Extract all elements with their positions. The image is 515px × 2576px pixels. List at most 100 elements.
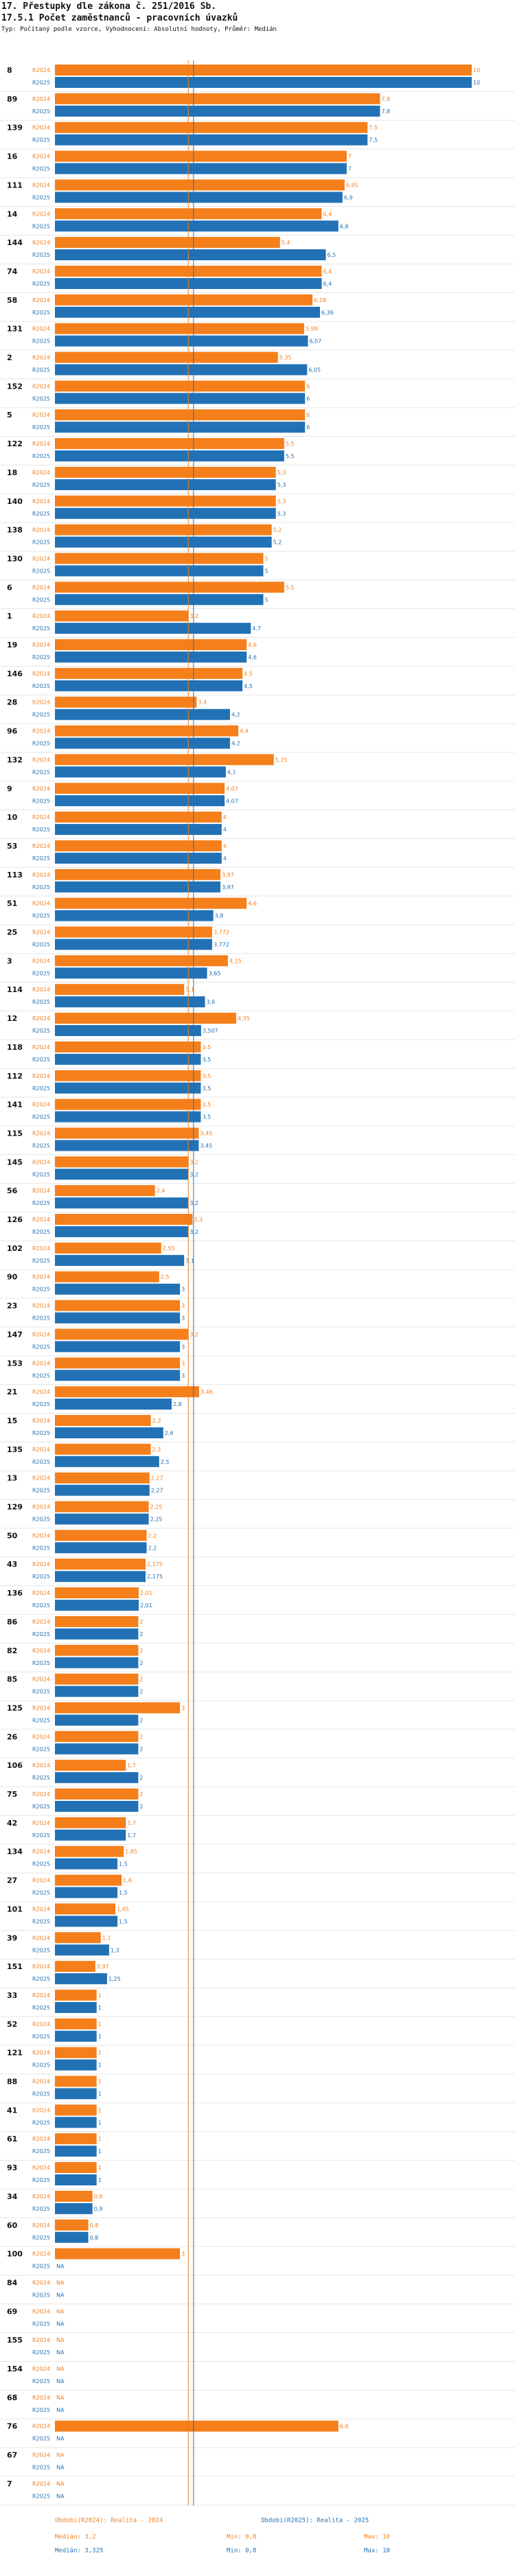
value-label-2025: 1 — [98, 2119, 102, 2126]
bar-2024 — [55, 1127, 199, 1139]
bar-2024 — [55, 150, 347, 162]
value-label-2025: 1 — [98, 2091, 102, 2097]
series-tag-2024: R2024 — [32, 211, 50, 217]
series-tag-2024: R2024 — [32, 1677, 50, 1683]
value-label-2025: 5,5 — [286, 453, 295, 459]
series-tag-2025: R2025 — [32, 540, 50, 546]
value-label-2024: 1 — [98, 2136, 102, 2142]
value-label-2024: 1 — [98, 2079, 102, 2085]
category-label: 19 — [7, 641, 17, 649]
series-tag-2025: R2025 — [32, 2062, 50, 2069]
series-tag-2025: R2025 — [32, 1631, 50, 1637]
value-label-2025: NA — [56, 2292, 65, 2298]
series-tag-2025: R2025 — [32, 1315, 50, 1322]
value-label-2024: 2,3 — [152, 1447, 161, 1453]
bar-2025 — [55, 2059, 97, 2071]
category-label: 125 — [7, 1703, 23, 1712]
legend-2024-median: Medián: 3,2 — [55, 2533, 96, 2540]
value-label-2024: 4,15 — [229, 958, 242, 964]
bar-2024 — [55, 524, 272, 536]
category-label: 106 — [7, 1761, 23, 1770]
series-tag-2024: R2024 — [32, 2251, 50, 2257]
series-tag-2025: R2025 — [32, 2378, 50, 2384]
series-tag-2025: R2025 — [32, 2493, 50, 2499]
value-label-2024: 10 — [473, 67, 480, 73]
value-label-2024: 5,5 — [286, 584, 295, 590]
value-label-2025: 6,36 — [321, 310, 334, 316]
category-label: 135 — [7, 1445, 23, 1454]
category-label: 151 — [7, 1962, 23, 1971]
value-label-2025: 1 — [98, 2177, 102, 2183]
category-label: 141 — [7, 1101, 23, 1109]
bar-2025 — [55, 1341, 181, 1353]
value-label-2025: 3,6 — [207, 999, 216, 1005]
category-label: 140 — [7, 497, 23, 506]
series-tag-2024: R2024 — [32, 1245, 50, 1252]
series-tag-2025: R2025 — [32, 769, 50, 775]
bar-2024 — [55, 1300, 181, 1311]
bar-2024 — [55, 1501, 149, 1513]
value-label-2025: 1,7 — [127, 1832, 136, 1839]
bar-2025 — [55, 824, 222, 836]
category-label: 43 — [7, 1560, 17, 1569]
value-label-2025: 1,25 — [108, 1976, 121, 1982]
bar-2025 — [55, 709, 230, 720]
bar-2024 — [55, 1185, 155, 1197]
bar-2024 — [55, 237, 280, 249]
bar-2024 — [55, 1789, 139, 1799]
category-label: 34 — [7, 2192, 18, 2201]
value-label-2024: 3 — [181, 1705, 185, 1711]
category-label: 74 — [7, 267, 18, 276]
value-label-2025: 1,5 — [119, 1890, 128, 1896]
value-label-2025: 4,2 — [231, 741, 240, 747]
value-label-2024: 2,55 — [163, 1245, 175, 1252]
bar-2024 — [55, 1472, 150, 1484]
series-tag-2025: R2025 — [32, 712, 50, 718]
bar-2025 — [55, 1283, 181, 1295]
bar-2024 — [55, 812, 222, 823]
series-tag-2025: R2025 — [32, 625, 50, 632]
bar-2025 — [55, 852, 222, 864]
category-label: 67 — [7, 2451, 17, 2460]
bar-2025 — [55, 1657, 139, 1668]
series-tag-2025: R2025 — [32, 1574, 50, 1580]
value-label-2025: 3,5 — [202, 1114, 211, 1120]
bar-2025 — [55, 1399, 172, 1410]
series-tag-2024: R2024 — [32, 96, 50, 102]
series-tag-2024: R2024 — [32, 1303, 50, 1309]
series-tag-2025: R2025 — [32, 137, 50, 143]
bar-2024 — [55, 380, 306, 392]
bar-2024 — [55, 897, 247, 909]
bar-2024 — [55, 2248, 181, 2259]
bar-2024 — [55, 1271, 159, 1283]
series-tag-2025: R2025 — [32, 1689, 50, 1695]
value-label-2024: 1 — [98, 1992, 102, 1999]
bar-2025 — [55, 1111, 201, 1123]
value-label-2024: 7 — [348, 154, 352, 160]
bar-2024 — [55, 869, 220, 880]
series-tag-2025: R2025 — [32, 2321, 50, 2327]
value-label-2024: 5,4 — [282, 240, 290, 246]
bar-2025 — [55, 1169, 189, 1180]
series-tag-2024: R2024 — [32, 843, 50, 849]
bar-2024 — [55, 553, 264, 564]
value-label-2025: 7,5 — [369, 137, 378, 143]
value-label-2025: 1 — [98, 2034, 102, 2040]
series-tag-2024: R2024 — [32, 2395, 50, 2401]
series-tag-2024: R2024 — [32, 1130, 50, 1136]
category-label: 51 — [7, 899, 17, 908]
bar-2025 — [55, 1772, 139, 1784]
bar-2025 — [55, 1916, 118, 1927]
value-label-2025: 5 — [265, 568, 268, 574]
value-label-2025: 5 — [265, 597, 268, 603]
bar-2024 — [55, 2190, 93, 2202]
category-label: 144 — [7, 238, 23, 247]
value-label-2024: 2 — [139, 1619, 143, 1625]
bar-2025 — [55, 2030, 97, 2042]
value-label-2024: 2,2 — [148, 1532, 157, 1539]
bar-2025 — [55, 1456, 159, 1467]
bar-2024 — [55, 1961, 95, 1973]
category-label: 41 — [7, 2106, 17, 2115]
series-tag-2025: R2025 — [32, 1660, 50, 1666]
bar-2025 — [55, 1140, 199, 1151]
